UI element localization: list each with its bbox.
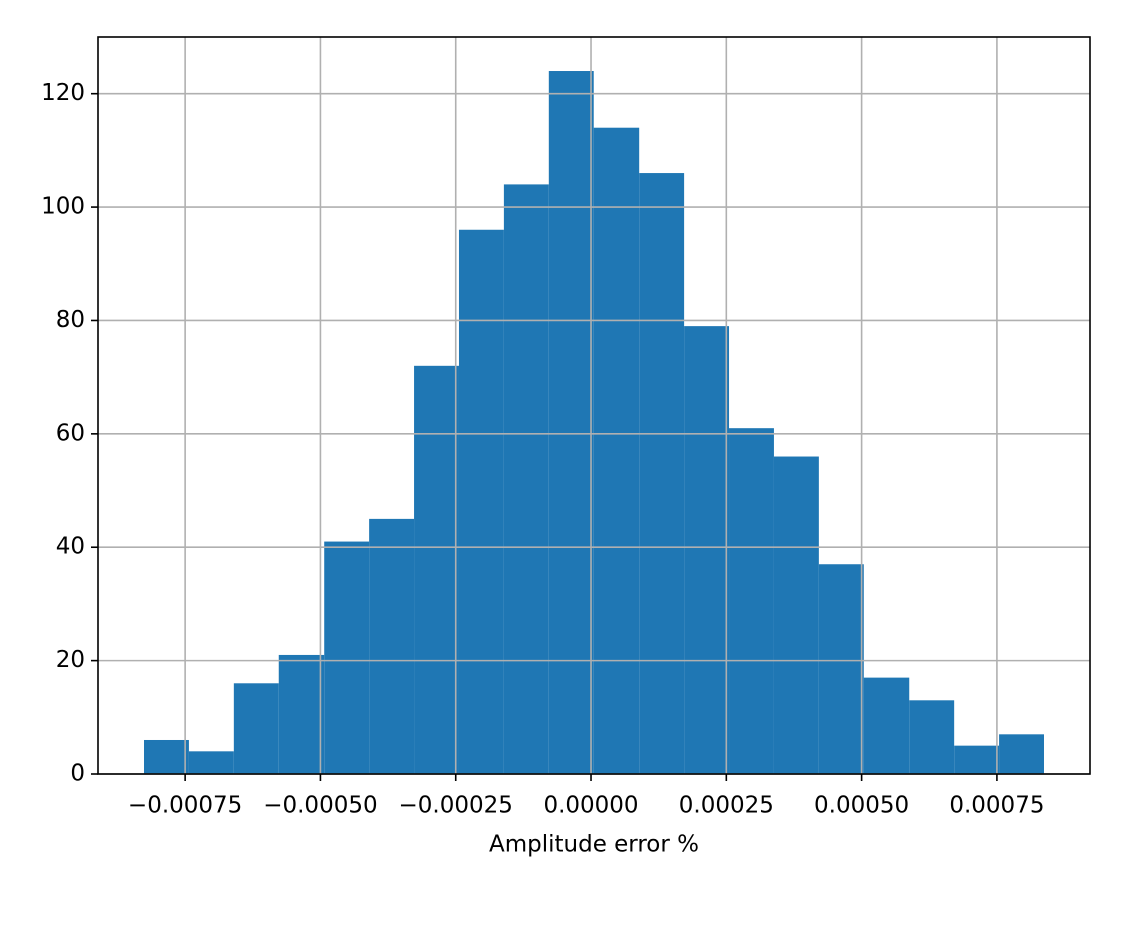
- y-tick-label: 80: [56, 307, 85, 333]
- y-tick-label: 20: [56, 647, 85, 673]
- bar: [999, 734, 1044, 774]
- bar: [909, 700, 955, 774]
- bar: [503, 184, 549, 774]
- bar: [773, 456, 819, 774]
- bar: [729, 428, 774, 774]
- bar: [369, 518, 415, 774]
- x-axis-label: Amplitude error %: [489, 832, 699, 858]
- x-tick-label: 0.00050: [814, 793, 909, 819]
- bar: [144, 739, 189, 774]
- bar: [278, 654, 325, 774]
- bar: [593, 127, 640, 774]
- bar: [863, 677, 910, 774]
- bar: [684, 326, 730, 774]
- bar: [639, 173, 685, 775]
- bar: [414, 365, 459, 774]
- bar: [818, 564, 864, 774]
- y-tick-label: 0: [70, 761, 85, 787]
- x-tick-label: 0.00075: [949, 793, 1044, 819]
- y-tick-label: 120: [41, 80, 85, 106]
- bar: [324, 541, 370, 774]
- y-tick-label: 40: [56, 534, 85, 560]
- bar: [458, 229, 504, 774]
- x-tick-label: 0.00000: [543, 793, 638, 819]
- bar: [188, 751, 234, 774]
- y-tick-label: 100: [41, 194, 85, 220]
- y-tick-label: 60: [56, 420, 85, 446]
- bar: [233, 683, 279, 774]
- bar: [954, 745, 1000, 774]
- x-tick-label: −0.00025: [399, 793, 513, 819]
- x-tick-label: −0.00075: [128, 793, 242, 819]
- x-tick-label: −0.00050: [263, 793, 377, 819]
- axes-frame: [97, 36, 1091, 775]
- bar: [548, 71, 594, 774]
- x-tick-label: 0.00025: [679, 793, 774, 819]
